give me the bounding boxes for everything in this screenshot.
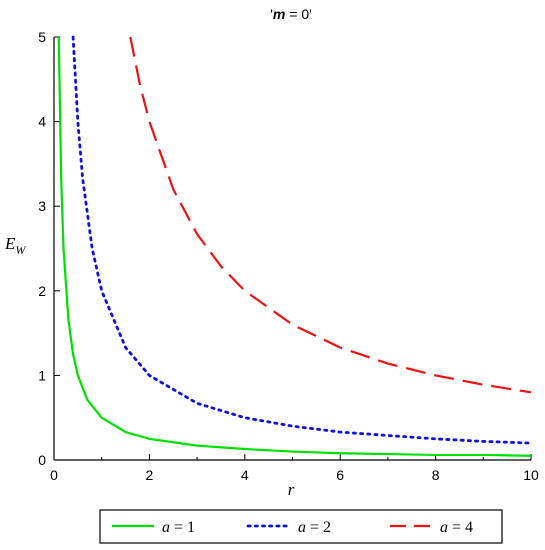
legend-label-2: a = 2: [298, 519, 331, 536]
y-axis-label: EW: [4, 234, 26, 257]
series-line-3: [129, 36, 532, 394]
axes: [53, 37, 531, 461]
legend-label-1: a = 1: [162, 519, 195, 536]
y-tick-label: 2: [38, 283, 46, 299]
series-line-1: [57, 36, 532, 457]
x-tick-label: 6: [336, 467, 344, 483]
x-tick-label: 4: [241, 467, 249, 483]
x-tick-label: 8: [432, 467, 440, 483]
legend: a = 1 a = 2 a = 4: [99, 509, 503, 544]
y-tick-label: 5: [38, 29, 46, 45]
chart-title: 'm = 0': [270, 6, 312, 22]
y-tick-label: 4: [38, 114, 46, 130]
y-tick-label: 0: [38, 452, 46, 468]
x-axis-label: r: [288, 480, 295, 499]
x-tick-label: 2: [146, 467, 154, 483]
series-group: [57, 35, 533, 457]
x-tick-label: 0: [50, 467, 58, 483]
series-line-2: [71, 35, 533, 445]
tick-marks: 0 2 4 6 8 10 0 1 2 3 4 5: [38, 29, 539, 483]
legend-box: [99, 509, 503, 544]
legend-label-3: a = 4: [440, 519, 473, 536]
x-tick-label: 10: [523, 467, 539, 483]
y-tick-label: 3: [38, 198, 46, 214]
y-tick-label: 1: [38, 367, 46, 383]
